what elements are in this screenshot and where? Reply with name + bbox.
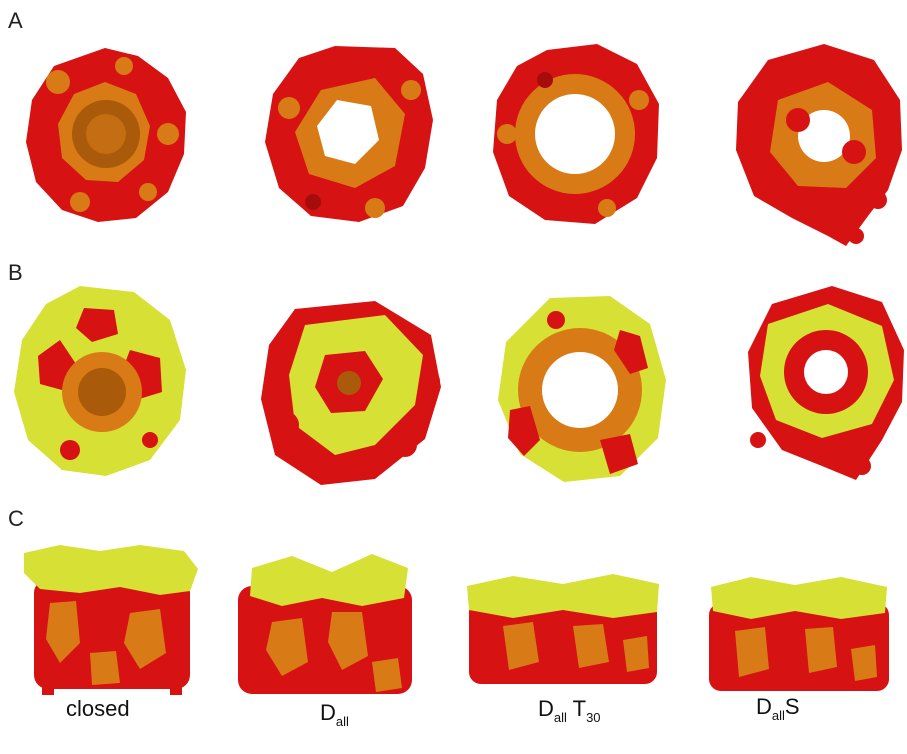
row-c-dalls-pore-side-view — [705, 573, 893, 695]
row-c-dall-t30-pore-side-view — [463, 570, 663, 688]
caption-dall-t30-base: D — [538, 696, 554, 721]
caption-dall-t30: Dall T30 — [538, 696, 601, 725]
row-c-dall-pore-side-view — [232, 552, 417, 700]
caption-closed: closed — [66, 698, 130, 720]
panel-letter-c: C — [8, 506, 24, 531]
row-b-closed-pore-top-view — [10, 280, 190, 480]
panel-letter-b: B — [8, 260, 23, 285]
row-a-dall-t30-pore-top-view — [487, 40, 662, 228]
caption-dalls-mid: S — [784, 694, 800, 719]
caption-closed-text: closed — [66, 696, 130, 721]
caption-dall-base: D — [320, 700, 336, 725]
caption-dalls-base: D — [756, 694, 772, 719]
caption-dall: Dall — [320, 700, 349, 729]
row-a-dall-pore-top-view — [255, 38, 440, 226]
caption-dalls: DallS — [756, 694, 800, 723]
row-c-closed-pore-side-view — [20, 543, 200, 695]
caption-dall-subscript: all — [335, 714, 349, 729]
panel-letter-a: A — [8, 8, 23, 33]
row-a-dalls-pore-top-view — [728, 40, 906, 250]
row-b-dalls-pore-top-view — [742, 280, 907, 485]
caption-dall-t30-mid: T — [566, 696, 587, 721]
caption-dalls-subscript: all — [771, 708, 785, 723]
row-b-dall-pore-top-view — [255, 295, 445, 487]
row-b-dall-t30-pore-top-view — [490, 290, 668, 486]
caption-dall-t30-subscript-all: all — [553, 710, 567, 725]
caption-dall-t30-subscript-30: 30 — [586, 710, 601, 725]
row-a-closed-pore-top-view — [18, 42, 193, 227]
